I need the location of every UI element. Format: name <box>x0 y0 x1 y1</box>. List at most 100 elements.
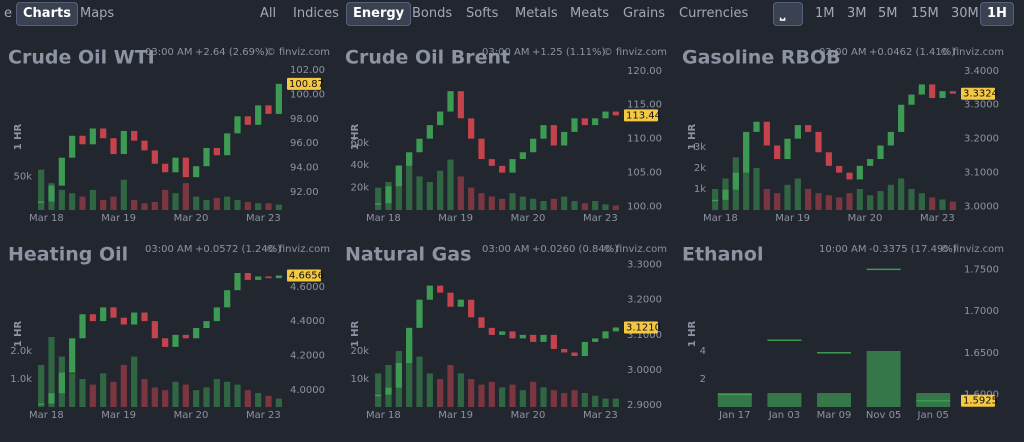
volume-bar <box>255 203 262 210</box>
candle <box>131 130 138 141</box>
price-change: +2.64 (2.69%) <box>195 47 268 58</box>
nav-tab[interactable]: 1M <box>815 6 835 21</box>
candle <box>203 321 210 328</box>
volume-bar <box>162 390 169 407</box>
nav-tab[interactable]: Charts <box>16 2 78 26</box>
candle <box>182 334 189 339</box>
candle <box>162 163 169 173</box>
update-time: 02:00 AM <box>819 47 866 58</box>
candle <box>437 285 444 293</box>
candle <box>540 334 547 342</box>
nav-tab[interactable]: Energy <box>346 2 412 26</box>
volume-bar <box>48 337 55 407</box>
nav-tab[interactable]: 1H <box>980 2 1014 26</box>
x-tick-label: Jan 05 <box>917 410 949 421</box>
candle <box>79 135 86 145</box>
chart-title: Gasoline RBOB <box>682 47 841 69</box>
volume-bar <box>939 199 946 210</box>
volume-bar <box>89 384 96 407</box>
candle <box>234 116 241 134</box>
y-tick-label: 3.3000 <box>627 260 662 271</box>
candle <box>213 147 220 156</box>
candle <box>426 125 433 139</box>
volume-bar <box>141 203 148 210</box>
update-time: 03:00 AM <box>145 47 192 58</box>
candle <box>763 121 770 146</box>
volume-bar <box>763 189 770 210</box>
volume-bar <box>244 201 251 210</box>
candle <box>265 276 272 279</box>
volume-tick-label: 2.0k <box>10 346 32 357</box>
x-tick-label: Mar 23 <box>583 410 618 421</box>
volume-tick-label: 50k <box>13 171 32 182</box>
x-tick-label: Jan 17 <box>718 410 750 421</box>
y-axis-label: 1 HR <box>350 123 361 150</box>
volume-bar <box>38 365 45 407</box>
candle <box>550 334 557 349</box>
x-tick-label: Mar 18 <box>703 213 738 224</box>
x-tick-label: Mar 23 <box>920 213 955 224</box>
candle <box>234 273 241 291</box>
nav-tab[interactable]: Metals <box>515 6 558 21</box>
volume-bar <box>275 204 282 210</box>
price-badge <box>624 109 658 122</box>
layout-toggle[interactable]: ⎵ <box>773 2 803 26</box>
volume-bar <box>110 196 117 210</box>
nav-tab[interactable]: Grains <box>623 6 666 21</box>
nav-tab[interactable]: Softs <box>466 6 499 21</box>
credit: © finviz.com <box>266 47 330 58</box>
candle <box>416 138 423 153</box>
nav-tab[interactable]: 30M <box>951 6 979 21</box>
volume-bar <box>856 189 863 210</box>
volume-bar <box>908 189 915 210</box>
x-tick-label: Mar 19 <box>101 410 136 421</box>
candle <box>265 105 272 114</box>
volume-bar <box>519 390 526 407</box>
nav-tab[interactable]: 15M <box>911 6 939 21</box>
candle <box>120 317 127 325</box>
x-tick-label: Mar 19 <box>101 213 136 224</box>
volume-bar <box>141 379 148 407</box>
volume-bar <box>499 198 506 210</box>
volume-bar <box>581 203 588 210</box>
y-tick-label: 4.2000 <box>290 350 325 361</box>
volume-bar <box>416 356 423 407</box>
candle <box>89 314 96 322</box>
volume-bar <box>131 356 138 407</box>
y-axis-label: 1 HR <box>687 123 698 150</box>
nav-tab[interactable]: e <box>4 6 12 21</box>
nav-tab[interactable]: All <box>260 6 277 21</box>
candle <box>530 138 537 153</box>
candle <box>457 299 464 307</box>
volume-bar <box>817 393 851 407</box>
volume-bar <box>203 199 210 210</box>
volume-bar <box>244 390 251 407</box>
nav-tab[interactable]: Meats <box>570 6 610 21</box>
price-label: 3.1210 <box>626 322 661 333</box>
candle <box>437 111 444 126</box>
nav-tab[interactable]: Bonds <box>412 6 453 21</box>
nav-tab[interactable]: Maps <box>80 6 115 21</box>
nav-tab[interactable]: Indices <box>293 6 339 21</box>
volume-bar <box>120 179 127 210</box>
volume-bar <box>540 201 547 210</box>
y-tick-label: 115.00 <box>627 100 662 111</box>
candle <box>110 307 117 318</box>
credit: © finviz.com <box>603 244 667 255</box>
candle <box>561 131 568 146</box>
volume-bar <box>478 193 485 210</box>
candle <box>561 348 568 353</box>
volume-bar <box>426 182 433 210</box>
volume-bar <box>916 393 951 407</box>
y-tick-label: 1.7500 <box>964 264 999 275</box>
candle <box>877 145 884 160</box>
candle <box>488 327 495 335</box>
nav-tab[interactable]: 5M <box>878 6 898 21</box>
nav-tab[interactable]: Currencies <box>679 6 749 21</box>
candle <box>488 159 495 166</box>
volume-bar <box>182 183 189 210</box>
candle <box>592 118 599 126</box>
volume-tick-label: 20k <box>350 346 369 357</box>
candle <box>89 128 96 145</box>
nav-tab[interactable]: 3M <box>847 6 867 21</box>
